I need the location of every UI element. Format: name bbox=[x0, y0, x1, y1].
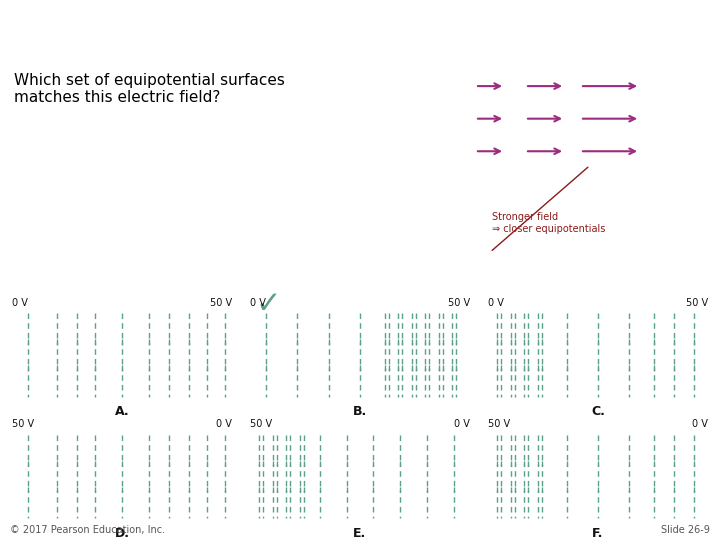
Text: 0 V: 0 V bbox=[454, 419, 470, 429]
Text: E.: E. bbox=[354, 527, 366, 540]
Text: QuickCheck 26.4: QuickCheck 26.4 bbox=[11, 10, 219, 30]
Text: 0 V: 0 V bbox=[216, 419, 232, 429]
Text: 50 V: 50 V bbox=[448, 298, 470, 308]
Text: 50 V: 50 V bbox=[210, 298, 232, 308]
Text: Which set of equipotential surfaces
matches this electric field?: Which set of equipotential surfaces matc… bbox=[14, 73, 285, 105]
Text: 0 V: 0 V bbox=[12, 298, 28, 308]
Text: F.: F. bbox=[593, 527, 603, 540]
Text: Slide 26-9: Slide 26-9 bbox=[661, 524, 710, 535]
Text: 0 V: 0 V bbox=[488, 298, 504, 308]
Text: A.: A. bbox=[114, 406, 130, 419]
Text: © 2017 Pearson Education, Inc.: © 2017 Pearson Education, Inc. bbox=[10, 524, 165, 535]
Text: B.: B. bbox=[353, 406, 367, 419]
Text: 50 V: 50 V bbox=[488, 419, 510, 429]
Text: D.: D. bbox=[114, 527, 130, 540]
Text: 0 V: 0 V bbox=[250, 298, 266, 308]
Text: 0 V: 0 V bbox=[692, 419, 708, 429]
Text: 50 V: 50 V bbox=[12, 419, 34, 429]
Text: 50 V: 50 V bbox=[686, 298, 708, 308]
Text: Stronger field
⇒ closer equipotentials: Stronger field ⇒ closer equipotentials bbox=[492, 212, 606, 234]
Text: C.: C. bbox=[591, 406, 605, 419]
Text: ✓: ✓ bbox=[256, 291, 281, 319]
Text: 50 V: 50 V bbox=[250, 419, 272, 429]
